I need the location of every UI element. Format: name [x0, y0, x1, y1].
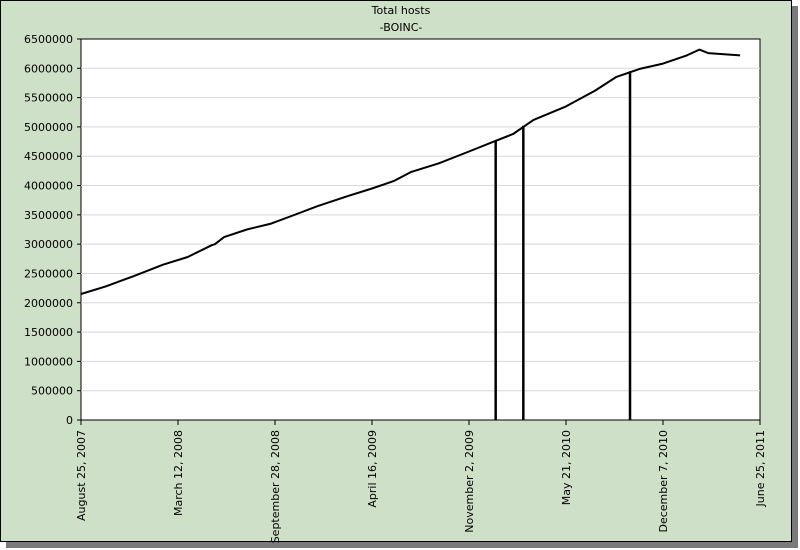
y-tick-label: 6500000: [24, 33, 73, 46]
y-tick-label: 500000: [31, 385, 73, 398]
x-tick-label: September 28, 2008: [269, 430, 282, 543]
frame-shadow-right: [792, 6, 798, 548]
y-axis: 0 500000 1000000 1500000 2000000 2500000 30000…: [24, 33, 81, 427]
x-tick-label: June 25, 2011: [754, 430, 767, 507]
y-tick-label: 4500000: [24, 150, 73, 163]
y-tick-label: 4000000: [24, 180, 73, 193]
series-lines: [80, 48, 741, 420]
y-tick-label: 3000000: [24, 238, 73, 251]
y-tick-label: 5500000: [24, 92, 73, 105]
y-tick-label: 3500000: [24, 209, 73, 222]
x-tick-label: April 16, 2009: [366, 430, 379, 508]
y-tick-label: 2500000: [24, 267, 73, 280]
y-tick-label: 6000000: [24, 62, 73, 75]
chart-subtitle: -BOINC-: [380, 21, 423, 34]
x-tick-label: May 21, 2010: [560, 430, 573, 505]
x-tick-label: December 7, 2010: [657, 430, 670, 533]
x-axis: August 25, 2007 March 12, 2008 September 2…: [75, 420, 767, 543]
grid-lines: [81, 67, 760, 392]
y-tick-label: 1000000: [24, 355, 73, 368]
chart-title: Total hosts: [371, 4, 431, 17]
series-line: [80, 48, 741, 295]
frame-shadow-bottom: [6, 542, 798, 548]
y-tick-label: 1500000: [24, 326, 73, 339]
y-tick-label: 2000000: [24, 297, 73, 310]
y-tick-label: 0: [66, 414, 73, 427]
x-tick-label: November 2, 2009: [463, 430, 476, 533]
y-tick-label: 5000000: [24, 121, 73, 134]
x-tick-label: March 12, 2008: [172, 430, 185, 516]
x-tick-label: August 25, 2007: [75, 430, 88, 521]
plot-area: [80, 38, 761, 421]
